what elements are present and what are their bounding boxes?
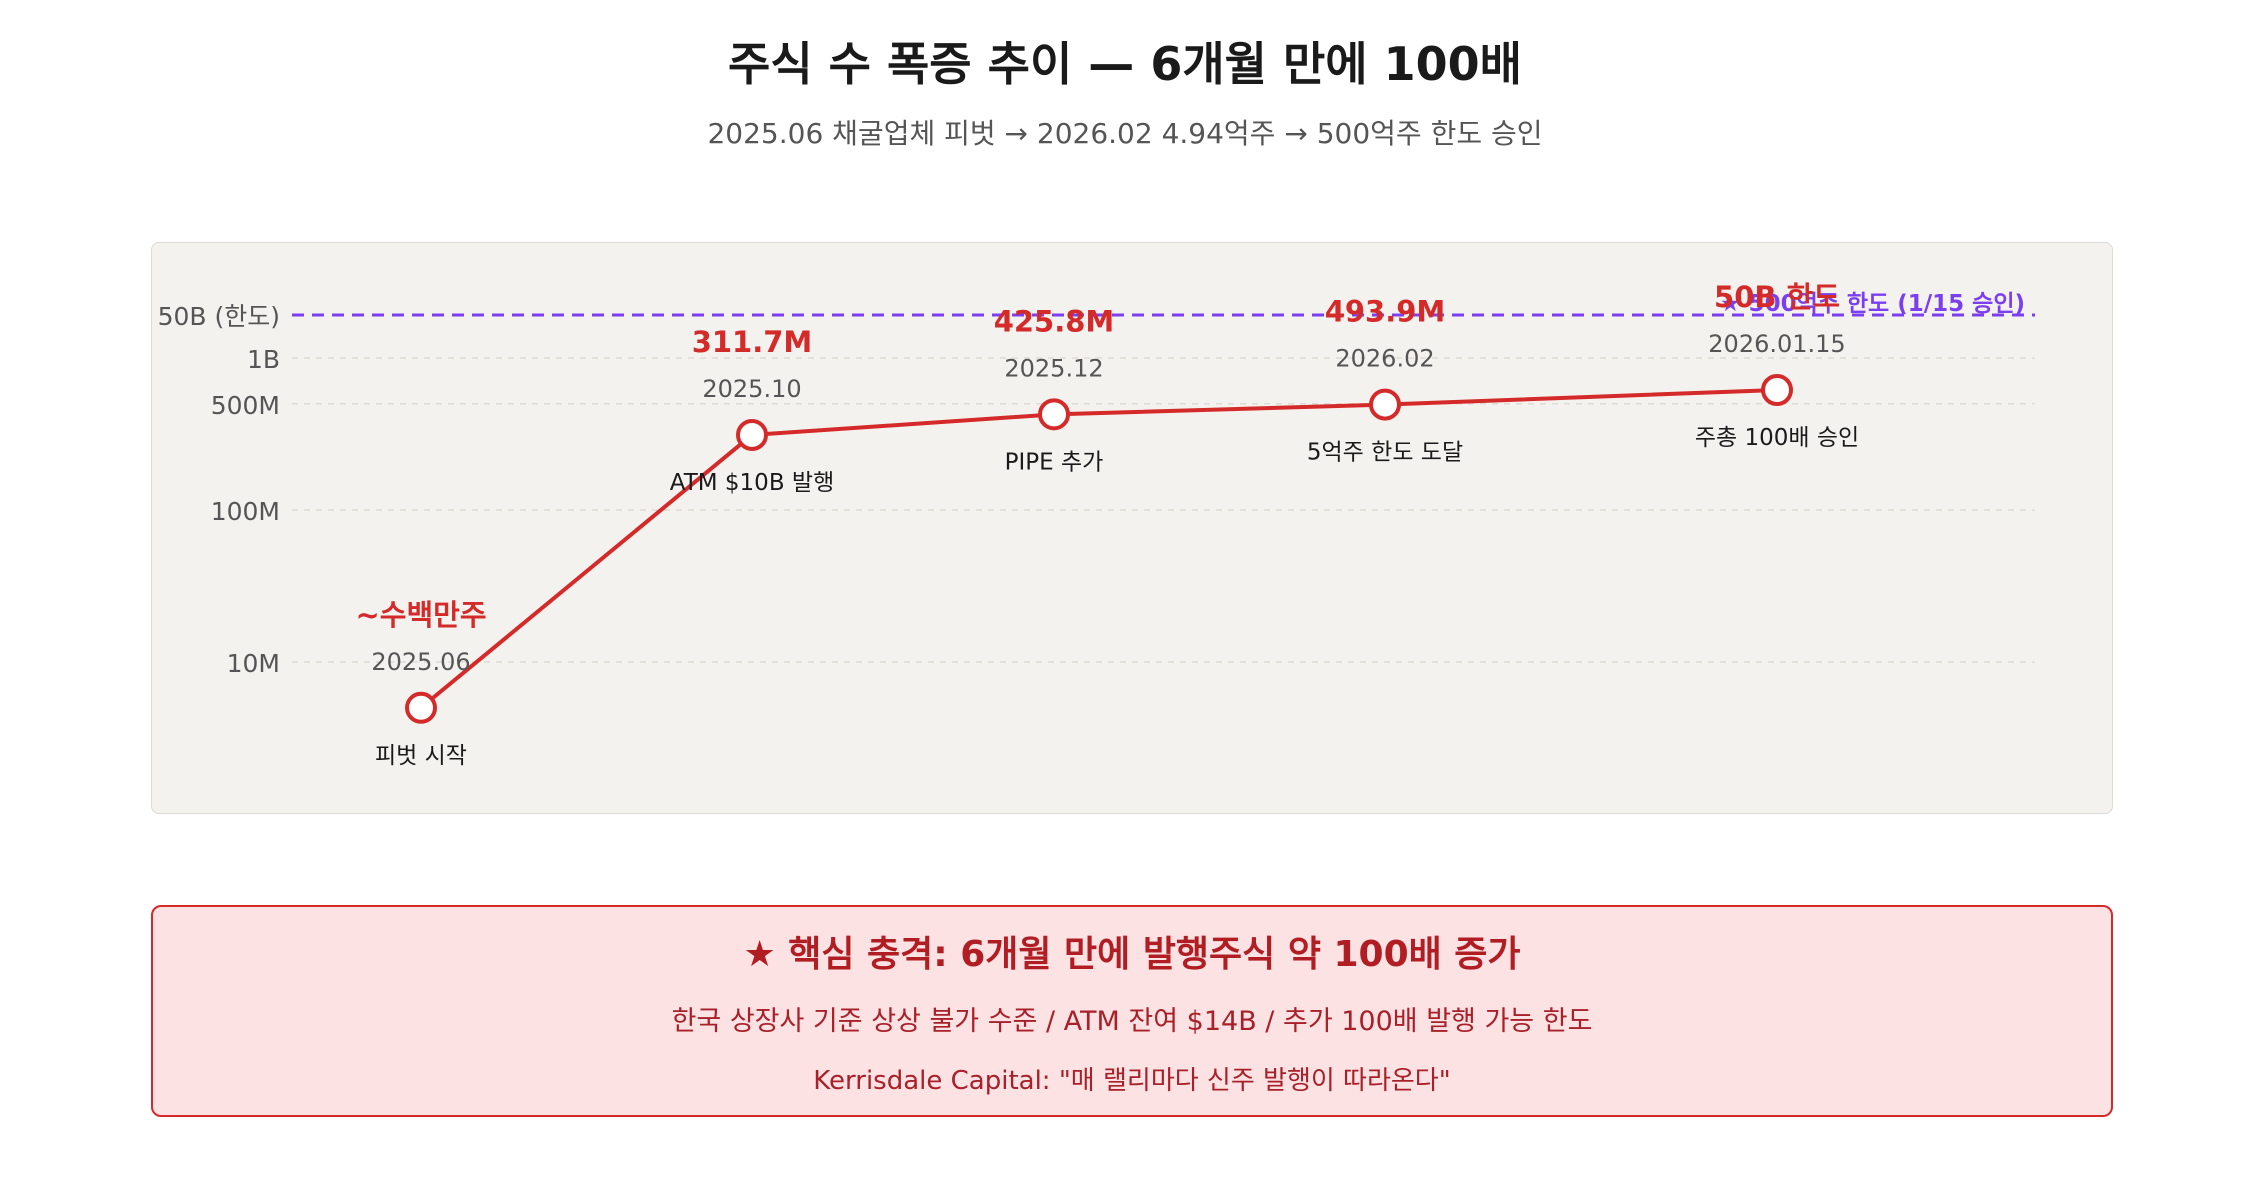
data-value-label: 425.8M <box>994 304 1115 338</box>
data-value-label: 311.7M <box>692 325 813 359</box>
y-tick-label: 10M <box>227 649 280 678</box>
data-point-marker <box>405 691 437 724</box>
limit-annotation: ★ 500억주 한도 (1/15 승인) <box>1720 291 2025 317</box>
chart-panel <box>151 242 2113 814</box>
callout-title: ★ 핵심 충격: 6개월 만에 발행주식 약 100배 증가 <box>743 934 1521 975</box>
data-caption-label: 주총 100배 승인 <box>1695 425 1859 451</box>
data-date-label: 2026.01.15 <box>1708 330 1845 358</box>
y-tick-label: 1B <box>247 345 280 374</box>
callout-detail: 한국 상장사 기준 상상 불가 수준 / ATM 잔여 $14B / 추가 10… <box>671 1006 1593 1037</box>
data-date-label: 2025.06 <box>371 648 470 676</box>
data-point-marker <box>1369 388 1401 421</box>
share-count-chart: 10M 100M 500M 1B 50B (한도) ★ 500억주 한도 (1/15 승인… <box>158 280 2035 769</box>
page-title: 주식 수 폭증 추이 — 6개월 만에 100배 <box>728 37 1522 91</box>
data-value-label: 50B 한도 <box>1714 280 1840 314</box>
data-caption-label: 피벗 시작 <box>375 743 467 769</box>
data-caption-label: 5억주 한도 도달 <box>1307 440 1463 466</box>
key-shock-callout: ★ 핵심 충격: 6개월 만에 발행주식 약 100배 증가 한국 상장사 기준… <box>151 905 2113 1117</box>
data-caption-label: ATM $10B 발행 <box>670 470 834 496</box>
data-value-label: ~수백만주 <box>355 598 486 632</box>
page-subtitle: 2025.06 채굴업체 피벗 → 2026.02 4.94억주 → 500억주… <box>707 117 1543 150</box>
data-date-label: 2026.02 <box>1335 345 1434 373</box>
callout-quote: Kerrisdale Capital: "매 랠리마다 신주 발행이 따라온다" <box>813 1066 1451 1096</box>
data-caption-label: PIPE 추가 <box>1005 449 1104 475</box>
data-point-marker <box>736 418 768 451</box>
data-date-label: 2025.12 <box>1004 354 1103 382</box>
share-count-series-line <box>419 388 1779 710</box>
data-value-label: 493.9M <box>1325 295 1446 329</box>
data-point-marker <box>1761 374 1793 406</box>
data-point-marker <box>1038 398 1070 431</box>
y-tick-label: 500M <box>211 391 280 420</box>
limit-axis-label: 50B (한도) <box>158 302 280 331</box>
y-tick-label: 100M <box>211 497 280 526</box>
data-date-label: 2025.10 <box>702 375 801 403</box>
